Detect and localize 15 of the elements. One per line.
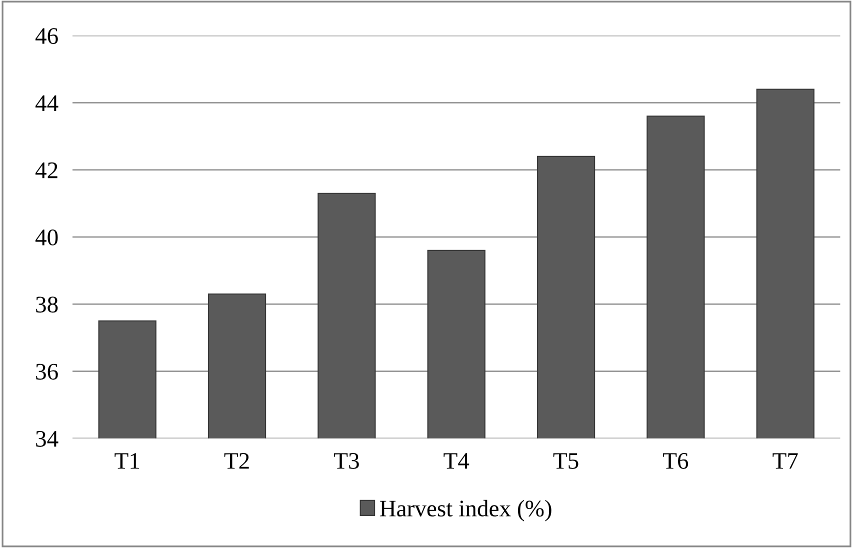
y-tick-label: 38 — [36, 296, 58, 313]
x-tick-label: T4 — [444, 453, 470, 469]
y-tick-label: 44 — [35, 95, 58, 111]
x-tick-label: T7 — [772, 453, 798, 469]
y-tick-label: 34 — [36, 430, 58, 447]
x-tick-label: T6 — [663, 453, 688, 469]
y-tick-label: 36 — [36, 364, 58, 380]
x-tick-label: T2 — [224, 453, 249, 469]
x-tick-label: T3 — [334, 453, 359, 469]
x-tick-label: T5 — [553, 453, 578, 469]
legend-label: Harvest index (%) — [380, 500, 552, 522]
x-tick-label: T1 — [114, 453, 140, 469]
y-tick-label: 46 — [35, 28, 58, 44]
y-tick-label: 42 — [35, 162, 58, 178]
y-tick-label: 40 — [35, 230, 58, 246]
